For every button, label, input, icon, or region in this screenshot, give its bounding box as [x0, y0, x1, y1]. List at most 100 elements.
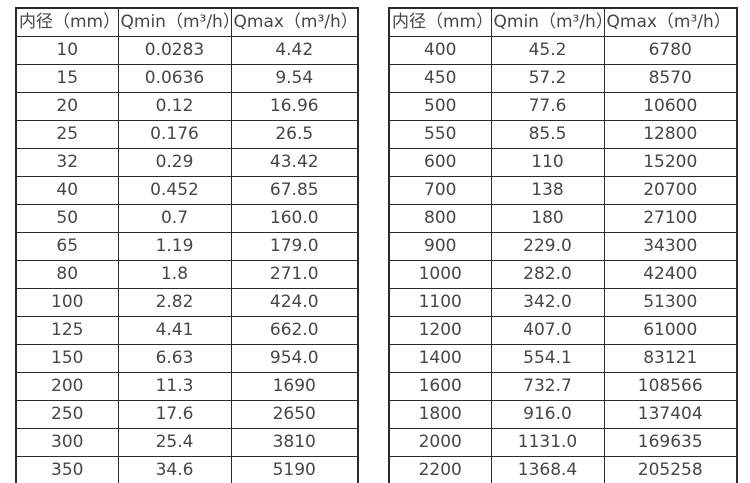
cell-inner-diameter: 400 [388, 36, 492, 65]
cell-qmin: 2.82 [117, 288, 232, 317]
cell-inner-diameter: 1400 [388, 344, 492, 373]
table-row: 50 0.7 160.0 [15, 204, 359, 233]
table-row: 65 1.19 179.0 [15, 232, 359, 261]
cell-inner-diameter: 10 [15, 36, 119, 65]
table-row: 1200 407.0 61000 [388, 316, 738, 345]
cell-qmax: 137404 [603, 400, 738, 429]
table-row: 32 0.29 43.42 [15, 148, 359, 177]
cell-qmax: 16.96 [230, 92, 359, 121]
table-row: 200 11.3 1690 [15, 372, 359, 401]
cell-qmin: 916.0 [490, 400, 605, 429]
table-row: 1400 554.1 83121 [388, 344, 738, 373]
table-row: 500 77.6 10600 [388, 92, 738, 121]
table-row: 125 4.41 662.0 [15, 316, 359, 345]
header-inner-diameter: 内径（mm） [388, 7, 492, 37]
cell-inner-diameter: 900 [388, 232, 492, 261]
header-qmax: Qmax（m³/h） [603, 7, 738, 37]
cell-qmax: 83121 [603, 344, 738, 373]
table-row: 150 6.63 954.0 [15, 344, 359, 373]
cell-inner-diameter: 200 [15, 372, 119, 401]
cell-qmin: 180 [490, 204, 605, 233]
cell-inner-diameter: 1200 [388, 316, 492, 345]
cell-inner-diameter: 1000 [388, 260, 492, 289]
cell-qmax: 662.0 [230, 316, 359, 345]
cell-inner-diameter: 50 [15, 204, 119, 233]
cell-qmax: 9.54 [230, 64, 359, 93]
table-row: 250 17.6 2650 [15, 400, 359, 429]
table-row: 900 229.0 34300 [388, 232, 738, 261]
table-row: 2200 1368.4 205258 [388, 456, 738, 483]
table-body: 400 45.2 6780 450 57.2 8570 500 77.6 10600 550 85.… [388, 36, 738, 483]
cell-inner-diameter: 65 [15, 232, 119, 261]
cell-qmin: 0.452 [117, 176, 232, 205]
cell-qmin: 11.3 [117, 372, 232, 401]
cell-qmin: 554.1 [490, 344, 605, 373]
table-row: 450 57.2 8570 [388, 64, 738, 93]
cell-qmin: 0.29 [117, 148, 232, 177]
table-row: 800 180 27100 [388, 204, 738, 233]
cell-qmax: 108566 [603, 372, 738, 401]
cell-qmax: 51300 [603, 288, 738, 317]
table-row: 100 2.82 424.0 [15, 288, 359, 317]
cell-qmax: 205258 [603, 456, 738, 483]
cell-qmin: 0.12 [117, 92, 232, 121]
cell-inner-diameter: 550 [388, 120, 492, 149]
cell-inner-diameter: 1600 [388, 372, 492, 401]
cell-qmax: 34300 [603, 232, 738, 261]
cell-qmin: 4.41 [117, 316, 232, 345]
cell-qmax: 271.0 [230, 260, 359, 289]
cell-qmax: 61000 [603, 316, 738, 345]
cell-qmin: 0.7 [117, 204, 232, 233]
table-row: 25 0.176 26.5 [15, 120, 359, 149]
table-row: 300 25.4 3810 [15, 428, 359, 457]
cell-qmax: 15200 [603, 148, 738, 177]
table-row: 2000 1131.0 169635 [388, 428, 738, 457]
cell-inner-diameter: 2000 [388, 428, 492, 457]
cell-qmax: 4.42 [230, 36, 359, 65]
cell-qmax: 42400 [603, 260, 738, 289]
cell-qmin: 229.0 [490, 232, 605, 261]
cell-qmax: 179.0 [230, 232, 359, 261]
cell-qmin: 0.176 [117, 120, 232, 149]
table-row: 1800 916.0 137404 [388, 400, 738, 429]
cell-qmin: 110 [490, 148, 605, 177]
cell-qmax: 3810 [230, 428, 359, 457]
cell-qmin: 85.5 [490, 120, 605, 149]
table-row: 15 0.0636 9.54 [15, 64, 359, 93]
cell-inner-diameter: 125 [15, 316, 119, 345]
cell-qmin: 0.0636 [117, 64, 232, 93]
cell-qmin: 77.6 [490, 92, 605, 121]
cell-qmax: 6780 [603, 36, 738, 65]
cell-inner-diameter: 700 [388, 176, 492, 205]
table-row: 20 0.12 16.96 [15, 92, 359, 121]
table-body: 10 0.0283 4.42 15 0.0636 9.54 20 0.12 16.96 25 0.1… [15, 36, 359, 483]
cell-inner-diameter: 1800 [388, 400, 492, 429]
cell-inner-diameter: 450 [388, 64, 492, 93]
table-row: 350 34.6 5190 [15, 456, 359, 483]
cell-qmax: 2650 [230, 400, 359, 429]
cell-inner-diameter: 80 [15, 260, 119, 289]
cell-qmin: 732.7 [490, 372, 605, 401]
cell-inner-diameter: 250 [15, 400, 119, 429]
cell-qmax: 10600 [603, 92, 738, 121]
cell-inner-diameter: 600 [388, 148, 492, 177]
cell-qmax: 12800 [603, 120, 738, 149]
cell-inner-diameter: 40 [15, 176, 119, 205]
cell-inner-diameter: 25 [15, 120, 119, 149]
cell-qmax: 8570 [603, 64, 738, 93]
cell-qmin: 17.6 [117, 400, 232, 429]
cell-qmin: 407.0 [490, 316, 605, 345]
table-row: 400 45.2 6780 [388, 36, 738, 65]
cell-qmax: 160.0 [230, 204, 359, 233]
cell-inner-diameter: 20 [15, 92, 119, 121]
cell-qmin: 1368.4 [490, 456, 605, 483]
table-row: 600 110 15200 [388, 148, 738, 177]
table-row: 40 0.452 67.85 [15, 176, 359, 205]
header-qmin: Qmin（m³/h） [117, 7, 232, 37]
cell-qmin: 1.19 [117, 232, 232, 261]
cell-qmax: 27100 [603, 204, 738, 233]
table-header-row: 内径（mm） Qmin（m³/h） Qmax（m³/h） [388, 7, 738, 37]
table-row: 1600 732.7 108566 [388, 372, 738, 401]
cell-qmin: 1131.0 [490, 428, 605, 457]
